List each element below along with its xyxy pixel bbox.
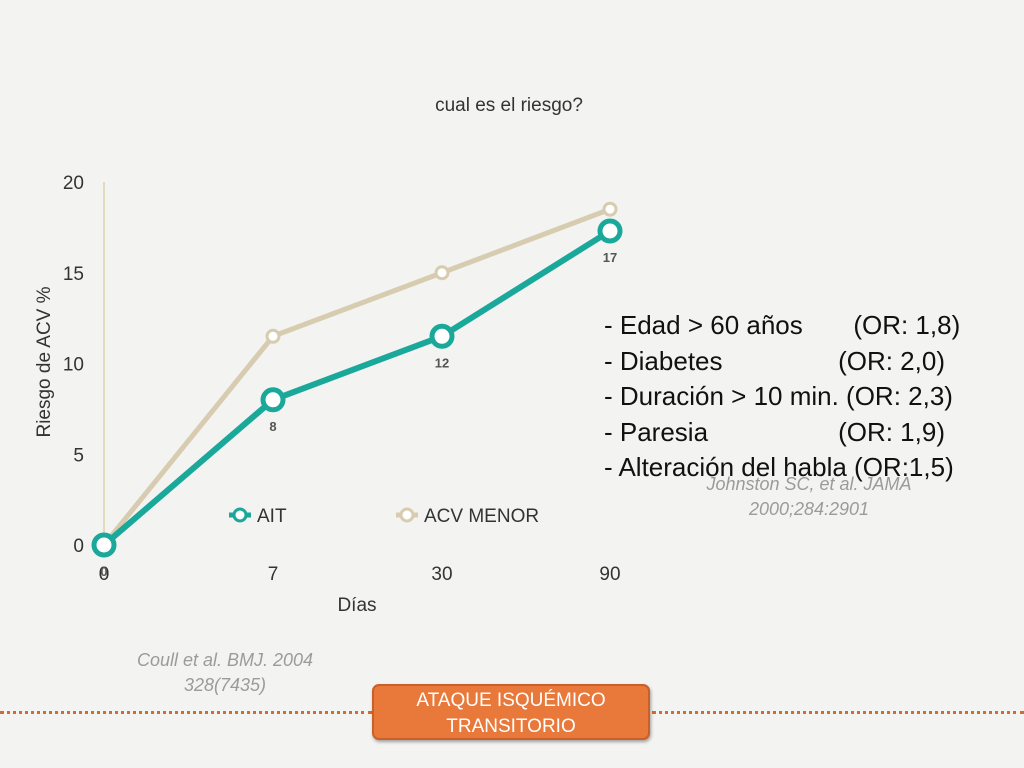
y-tick-label: 20 [63, 173, 84, 194]
data-point-acv-menor [602, 201, 618, 217]
legend-label-acv-menor: ACV MENOR [424, 506, 539, 527]
x-tick-label: 30 [431, 564, 452, 585]
x-axis-label: Días [337, 595, 376, 616]
y-tick-label: 5 [73, 445, 84, 466]
x-tick-label: 90 [599, 564, 620, 585]
risk-factor-item: - Diabetes (OR: 2,0) [604, 345, 945, 376]
legend-marker-ait [232, 507, 248, 523]
citation-line: 2000;284:2901 [748, 499, 870, 519]
data-label-ait: 12 [435, 355, 449, 370]
series-layer: 0 8 12 17 [91, 201, 623, 579]
x-tick-label: 7 [268, 564, 279, 585]
badge-line-1: ATAQUE ISQUÉMICO [416, 690, 606, 711]
data-point-acv-menor [434, 265, 450, 281]
citation-johnston: Johnston SC, et al. JAMA 2000;284:2901 [664, 472, 954, 522]
data-point-ait [260, 387, 286, 413]
data-label-ait: 8 [269, 419, 276, 434]
y-axis-label: Riesgo de ACV % [34, 286, 55, 437]
y-tick-label: 10 [63, 355, 84, 376]
y-tick-labels: 0 5 10 15 20 [63, 173, 84, 557]
x-tick-labels: 0 7 30 90 [99, 564, 621, 585]
legend-label-ait: AIT [257, 506, 287, 527]
risk-factor-item: - Paresia (OR: 1,9) [604, 416, 945, 447]
y-tick-label: 15 [63, 264, 84, 285]
risk-factor-list: - Edad > 60 años (OR: 1,8) - Diabetes (O… [604, 308, 960, 486]
citation-line: Johnston SC, et al. JAMA [706, 474, 912, 494]
citation-coull: Coull et al. BMJ. 2004 328(7435) [100, 648, 350, 698]
risk-factor-item: - Alteración del habla (OR:1,5) [604, 452, 954, 482]
data-point-ait [597, 218, 623, 244]
footer-divider-right [652, 711, 1024, 714]
data-label-ait: 0 [100, 564, 107, 579]
legend-marker-acv-menor [399, 507, 415, 523]
risk-factor-item: - Edad > 60 años (OR: 1,8) [604, 310, 961, 340]
data-point-ait [91, 532, 117, 558]
chart-title: cual es el riesgo? [435, 95, 583, 116]
citation-line: Coull et al. BMJ. 2004 [136, 650, 314, 670]
topic-badge: ATAQUE ISQUÉMICO TRANSITORIO [372, 684, 650, 740]
series-line-ait [102, 228, 612, 548]
data-point-acv-menor [265, 328, 281, 344]
badge-line-2: TRANSITORIO [446, 716, 576, 737]
data-label-ait: 17 [603, 250, 617, 265]
data-point-ait [429, 323, 455, 349]
citation-line: 328(7435) [183, 675, 267, 695]
chart-legend: AIT ACV MENOR [229, 506, 539, 527]
x-tick-label: 0 [99, 564, 110, 585]
risk-factor-item: - Duración > 10 min. (OR: 2,3) [604, 381, 953, 411]
y-tick-label: 0 [73, 536, 84, 557]
series-line-acv-menor [102, 206, 611, 547]
footer-divider-left [0, 711, 372, 714]
